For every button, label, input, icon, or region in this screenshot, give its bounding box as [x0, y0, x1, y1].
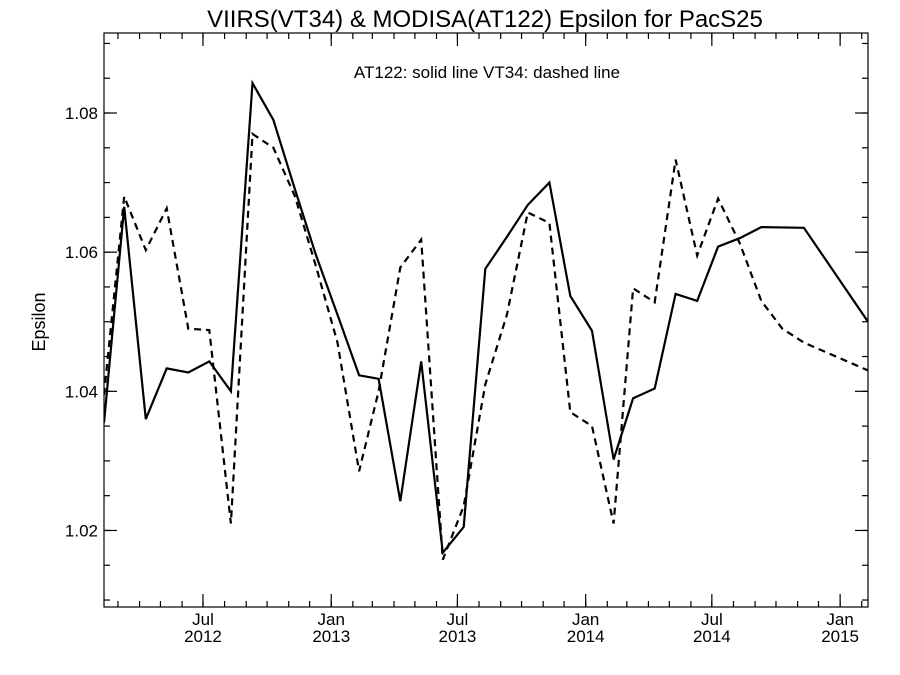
x-tick-label-month: Jan [572, 610, 599, 629]
plot-frame [103, 32, 869, 608]
y-tick-label: 1.06 [65, 243, 98, 262]
x-tick-label-month: Jul [701, 610, 723, 629]
series-line-at122 [104, 79, 868, 556]
x-tick-label-month: Jul [447, 610, 469, 629]
y-tick-label: 1.08 [65, 104, 98, 123]
x-tick-label-month: Jul [192, 610, 214, 629]
series-line-vt34 [104, 131, 868, 561]
x-tick-label-month: Jan [826, 610, 853, 629]
tick-labels: 1.021.041.061.08Jul2012Jan2013Jul2013Jan… [65, 104, 859, 646]
x-tick-label-year: 2012 [184, 627, 222, 646]
axis-ticks [104, 33, 868, 607]
x-tick-label-year: 2013 [439, 627, 477, 646]
y-tick-label: 1.02 [65, 521, 98, 540]
series-lines [104, 79, 868, 561]
legend-annotation: AT122: solid line VT34: dashed line [354, 63, 620, 82]
chart-title: VIIRS(VT34) & MODISA(AT122) Epsilon for … [207, 6, 763, 33]
x-tick-label-year: 2013 [312, 627, 350, 646]
y-tick-label: 1.04 [65, 382, 98, 401]
x-tick-label-year: 2015 [821, 627, 859, 646]
x-tick-label-year: 2014 [567, 627, 605, 646]
x-tick-label-month: Jan [318, 610, 345, 629]
y-axis-label: Epsilon [29, 292, 49, 351]
x-tick-label-year: 2014 [693, 627, 731, 646]
